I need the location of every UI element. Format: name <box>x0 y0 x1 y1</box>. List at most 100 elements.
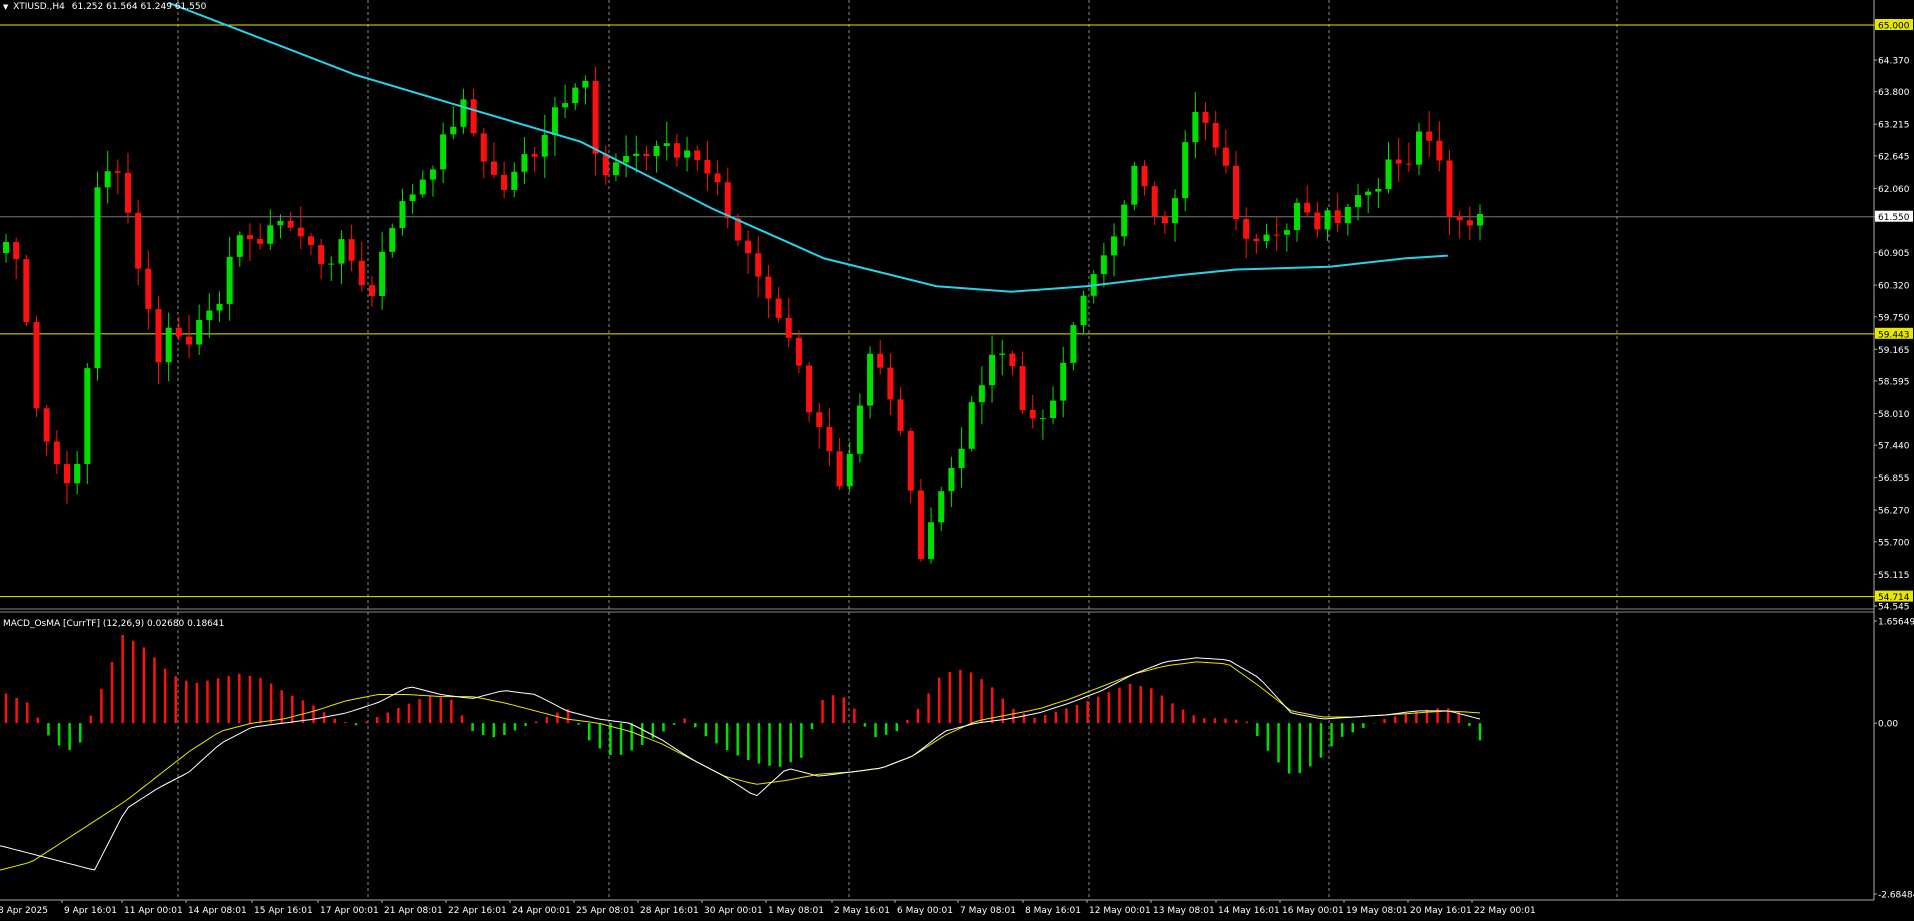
bearish-candle <box>348 239 355 261</box>
bullish-candle <box>938 491 945 523</box>
bearish-candle <box>1243 218 1250 239</box>
bullish-candle <box>582 80 589 88</box>
price-axis-label: 59.443 <box>1878 330 1910 340</box>
bullish-candle <box>389 228 396 252</box>
price-axis-label: 63.800 <box>1878 88 1910 98</box>
price-axis-label: 58.595 <box>1878 377 1910 387</box>
bearish-candle <box>826 426 833 452</box>
bearish-candle <box>490 161 497 175</box>
grid-layer <box>0 0 1875 901</box>
bullish-candle <box>1080 295 1087 326</box>
bullish-candle <box>409 194 416 202</box>
osma-histogram-layer <box>4 635 1482 774</box>
bearish-candle <box>704 160 711 174</box>
horizontal-lines-layer <box>0 24 1874 598</box>
bearish-candle <box>897 399 904 431</box>
time-axis-label: 17 Apr 00:01 <box>320 906 379 916</box>
axis-layer: 65.000 64.370 63.800 63.215 62.645 62.060 61.5… <box>0 19 1914 916</box>
bearish-candle <box>745 240 752 254</box>
symbol-label: XTIUSD.,H4 <box>13 2 65 12</box>
bearish-candle <box>297 227 304 237</box>
bullish-candle <box>236 235 243 257</box>
time-axis-label: 14 May 16:01 <box>1218 906 1280 916</box>
time-axis-label: 22 May 00:01 <box>1474 906 1536 916</box>
bearish-candle <box>1446 160 1453 217</box>
price-label-box <box>1875 327 1913 339</box>
bearish-candle <box>175 327 182 337</box>
bearish-candle <box>917 490 924 559</box>
bullish-candle <box>1263 234 1270 242</box>
price-label-box <box>1875 210 1913 222</box>
bearish-candle <box>1273 234 1280 236</box>
candles-layer <box>3 66 1483 564</box>
bullish-candle <box>1050 400 1057 419</box>
bullish-candle <box>846 453 853 487</box>
time-axis-label: 7 May 08:01 <box>960 906 1016 916</box>
time-axis-label: 22 Apr 16:01 <box>448 906 507 916</box>
price-axis-label: 60.905 <box>1878 249 1910 259</box>
bullish-candle <box>989 354 996 386</box>
time-axis-label: 12 May 00:01 <box>1089 906 1151 916</box>
bullish-candle <box>633 153 640 157</box>
bearish-candle <box>1456 216 1463 221</box>
bearish-candle <box>1019 366 1026 410</box>
bearish-candle <box>307 236 314 246</box>
bearish-candle <box>877 353 884 368</box>
bearish-candle <box>1202 111 1209 123</box>
bearish-candle <box>1304 202 1311 213</box>
bearish-candle <box>480 133 487 162</box>
bullish-candle <box>277 221 284 226</box>
bullish-candle <box>429 169 436 180</box>
indicator-axis-label: 1.65649 <box>1878 618 1914 628</box>
bullish-candle <box>3 241 9 254</box>
bearish-candle <box>145 268 152 310</box>
bullish-candle <box>1131 165 1138 205</box>
bullish-candle <box>1294 202 1301 231</box>
bearish-candle <box>1426 131 1433 141</box>
bullish-candle <box>1121 204 1128 237</box>
bearish-candle <box>531 154 538 157</box>
bearish-candle <box>1253 238 1260 242</box>
bullish-candle <box>958 448 965 468</box>
ohlc-values: 61.252 61.564 61.249 61.550 <box>71 2 207 12</box>
indicator-axis-label: -2.68484 <box>1878 891 1914 901</box>
bearish-candle <box>257 238 264 244</box>
time-axis-label: 19 May 08:01 <box>1346 906 1408 916</box>
bullish-candle <box>1324 210 1331 230</box>
bearish-candle <box>63 464 70 484</box>
bearish-candle <box>887 367 894 400</box>
bearish-candle <box>643 153 650 157</box>
signal-line <box>0 661 1481 871</box>
bullish-candle <box>928 522 935 559</box>
macd-line <box>0 657 1481 871</box>
bullish-candle <box>521 154 528 172</box>
bearish-candle <box>602 153 609 176</box>
bullish-candle <box>612 162 619 176</box>
bullish-candle <box>856 405 863 454</box>
bearish-candle <box>1212 122 1219 148</box>
price-axis-label: 61.550 <box>1878 213 1910 223</box>
bearish-candle <box>1314 212 1321 230</box>
bearish-candle <box>724 182 731 219</box>
bearish-candle <box>1029 409 1036 419</box>
bearish-candle <box>907 430 914 491</box>
bearish-candle <box>124 172 131 213</box>
bullish-candle <box>1111 236 1118 256</box>
bullish-candle <box>74 463 81 484</box>
time-axis-label: 8 Apr 2025 <box>0 906 48 916</box>
time-axis-label: 9 Apr 16:01 <box>64 906 117 916</box>
time-axis-label: 13 May 08:01 <box>1153 906 1215 916</box>
bullish-candle <box>948 467 955 492</box>
bearish-candle <box>114 171 121 173</box>
time-axis-label: 11 Apr 00:01 <box>124 906 183 916</box>
time-axis-label: 16 May 00:01 <box>1282 906 1344 916</box>
triangle-down-icon[interactable]: ▼ <box>3 3 9 11</box>
price-axis-label: 56.855 <box>1878 474 1910 484</box>
bullish-candle <box>1100 255 1107 275</box>
bearish-candle <box>43 408 50 442</box>
bullish-candle <box>1365 191 1372 196</box>
bullish-candle <box>1039 418 1046 420</box>
bearish-candle <box>1222 147 1229 166</box>
price-label-box <box>1875 590 1913 602</box>
